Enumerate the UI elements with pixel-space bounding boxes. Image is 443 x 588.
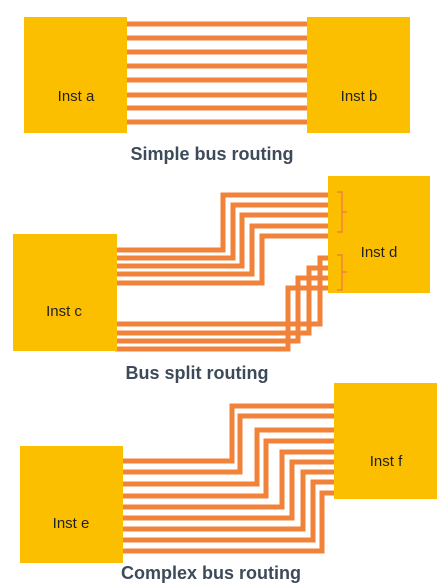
- split-bus-wire: [115, 212, 329, 269]
- inst-f-label: Inst f: [370, 453, 403, 470]
- complex-bus-wire: [122, 449, 336, 510]
- inst-e-label: Inst e: [53, 515, 90, 532]
- upper-bus-bracket-icon: [337, 191, 347, 233]
- complex-bus-wire: [122, 438, 336, 499]
- lower-bus-bracket-icon: [337, 254, 347, 291]
- inst-c-block: [13, 234, 117, 351]
- split-bus-wire: [115, 223, 329, 277]
- split-bus-wire: [115, 233, 329, 286]
- simple-bus-wires: [126, 21, 308, 125]
- complex-bus-wire: [122, 413, 336, 475]
- complex-bus-wires: [122, 403, 336, 554]
- inst-f-block: [334, 383, 437, 499]
- split-bus-wire: [115, 275, 329, 344]
- inst-a-label: Inst a: [58, 88, 95, 105]
- inst-d-label: Inst d: [361, 244, 398, 261]
- simple-bus-section: Inst a Inst b Simple bus routing: [24, 17, 410, 164]
- complex-bus-caption: Complex bus routing: [121, 563, 301, 583]
- split-bus-wire: [115, 285, 329, 352]
- split-bus-wires: [115, 192, 329, 352]
- complex-bus-wire: [122, 459, 336, 521]
- inst-b-label: Inst b: [341, 88, 378, 105]
- inst-b-block: [307, 17, 410, 133]
- inst-e-block: [20, 446, 123, 563]
- split-bus-wire: [115, 255, 329, 327]
- split-bus-wire: [115, 265, 329, 336]
- complex-bus-wire: [122, 479, 336, 543]
- complex-bus-section: Inst e Inst f Complex bus routing: [20, 383, 437, 583]
- split-bus-wire: [115, 192, 329, 253]
- split-bus-caption: Bus split routing: [126, 363, 269, 383]
- split-bus-wire: [115, 202, 329, 261]
- complex-bus-wire: [122, 490, 336, 554]
- inst-a-block: [24, 17, 127, 133]
- complex-bus-wire: [122, 469, 336, 532]
- inst-c-label: Inst c: [46, 303, 82, 320]
- inst-d-block: [328, 176, 430, 293]
- complex-bus-wire: [122, 427, 336, 487]
- complex-bus-wire: [122, 403, 336, 464]
- split-bus-section: Inst c Inst d Bus split routing: [13, 176, 430, 383]
- simple-bus-caption: Simple bus routing: [130, 144, 293, 164]
